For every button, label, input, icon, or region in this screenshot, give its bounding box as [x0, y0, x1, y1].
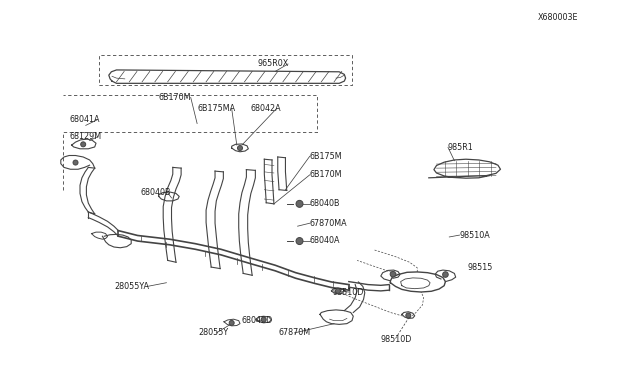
- Text: 67870MA: 67870MA: [310, 219, 348, 228]
- Circle shape: [443, 272, 448, 278]
- Text: 98510A: 98510A: [460, 231, 490, 240]
- Circle shape: [237, 145, 243, 151]
- Circle shape: [229, 320, 234, 326]
- Circle shape: [261, 317, 266, 322]
- Text: 68042D: 68042D: [242, 316, 273, 325]
- Text: 68129M: 68129M: [69, 132, 101, 141]
- Text: 28055Y: 28055Y: [198, 328, 228, 337]
- Text: 68040B: 68040B: [141, 188, 172, 197]
- Text: 98515: 98515: [467, 263, 493, 272]
- Circle shape: [406, 313, 411, 318]
- Circle shape: [390, 271, 396, 277]
- Text: 68041A: 68041A: [69, 115, 100, 124]
- Text: 6B175M: 6B175M: [310, 152, 342, 161]
- Text: 6B170M: 6B170M: [159, 93, 191, 102]
- Circle shape: [296, 238, 303, 244]
- Text: X680003E: X680003E: [538, 13, 578, 22]
- Text: 68040B: 68040B: [310, 199, 340, 208]
- Text: 68042A: 68042A: [251, 104, 282, 113]
- Text: 67870M: 67870M: [278, 328, 310, 337]
- Text: 6B175MA: 6B175MA: [197, 104, 236, 113]
- Circle shape: [81, 142, 86, 147]
- Circle shape: [73, 160, 78, 165]
- Text: 98510D: 98510D: [381, 335, 412, 344]
- Text: 28055YA: 28055YA: [114, 282, 149, 291]
- Text: 965R0X: 965R0X: [257, 60, 289, 68]
- Text: 6B170M: 6B170M: [310, 170, 342, 179]
- Text: 68040A: 68040A: [310, 236, 340, 245]
- Circle shape: [296, 201, 303, 207]
- Text: 98510D: 98510D: [333, 288, 364, 296]
- Circle shape: [335, 288, 340, 294]
- Text: 985R1: 985R1: [448, 143, 474, 152]
